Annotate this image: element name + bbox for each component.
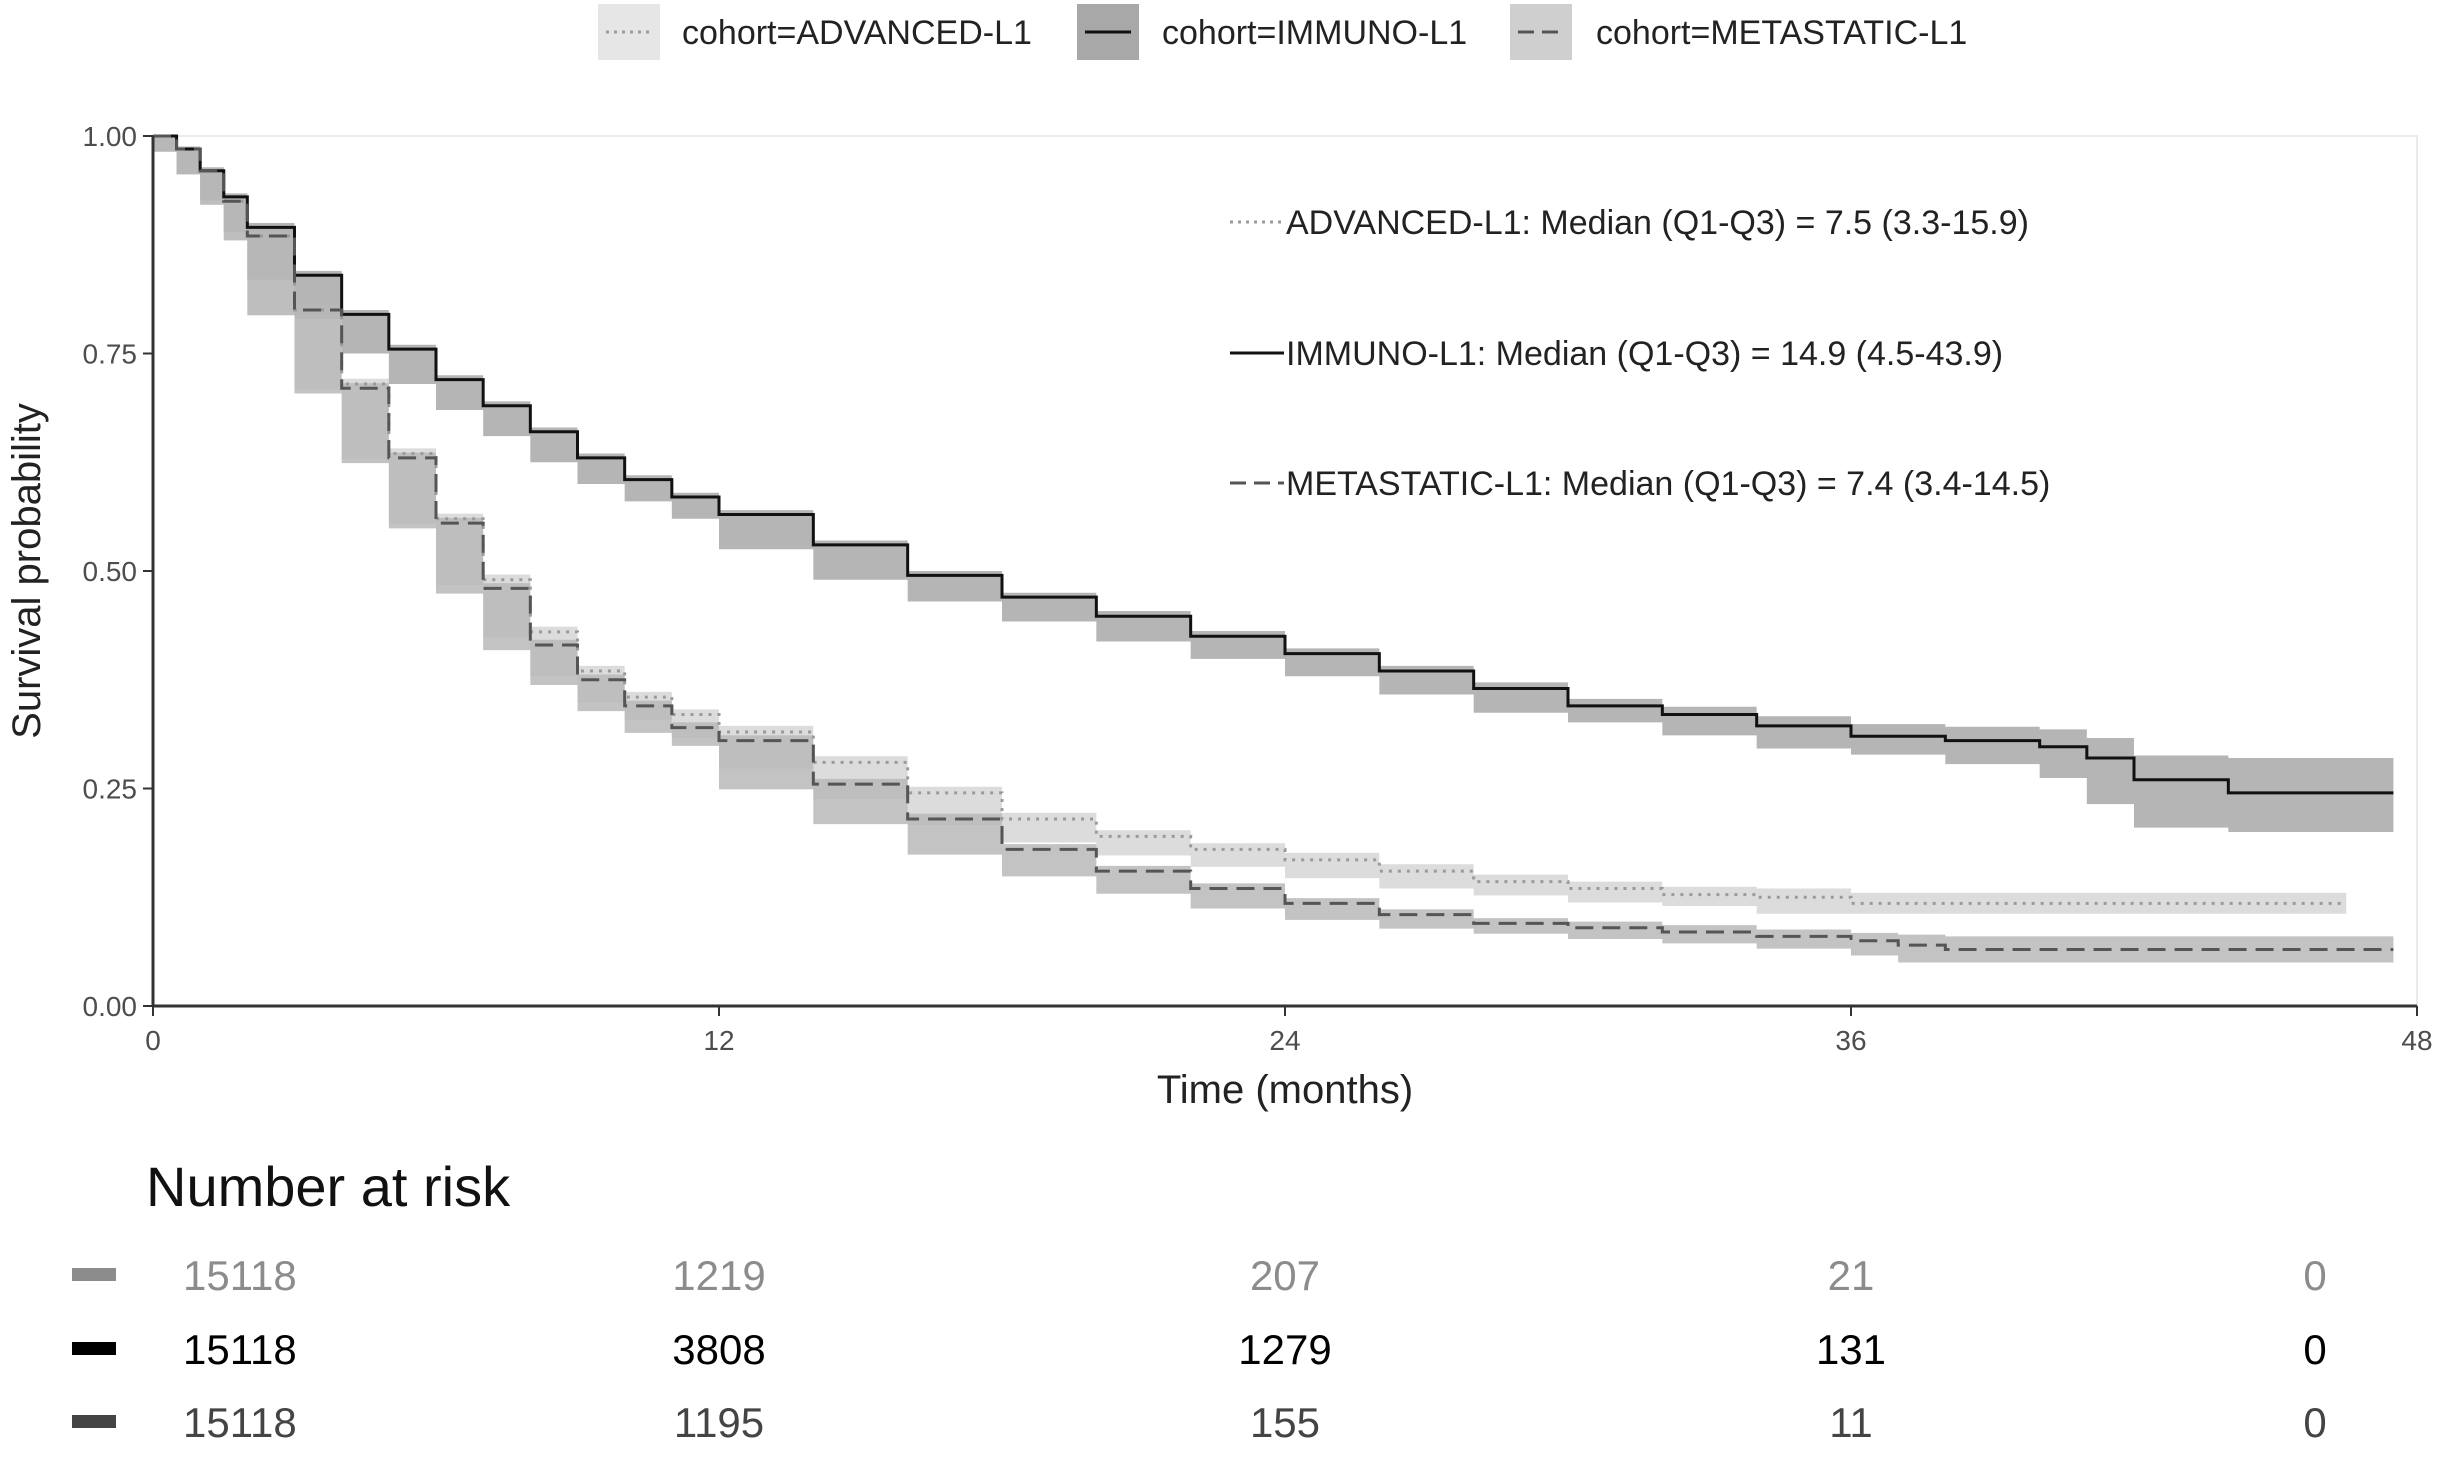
x-tick-label: 12 — [703, 1025, 734, 1056]
legend-label-immuno: cohort=IMMUNO-L1 — [1162, 14, 1467, 52]
risk-cell: 131 — [1816, 1326, 1886, 1373]
x-axis-ticks: 0 12 24 36 48 — [145, 1006, 2433, 1056]
x-tick-label: 0 — [145, 1025, 161, 1056]
risk-cell: 155 — [1250, 1399, 1320, 1446]
risk-cell: 3808 — [672, 1326, 765, 1373]
legend-label-advanced: cohort=ADVANCED-L1 — [682, 14, 1032, 52]
x-tick-label: 48 — [2401, 1025, 2432, 1056]
annotation-metastatic: METASTATIC-L1: Median (Q1-Q3) = 7.4 (3.4… — [1286, 465, 2050, 503]
risk-cell: 15118 — [183, 1326, 297, 1373]
confidence-bands — [153, 136, 2394, 963]
y-tick-label: 0.00 — [83, 991, 138, 1022]
x-tick-label: 36 — [1835, 1025, 1866, 1056]
x-tick-label: 24 — [1269, 1025, 1300, 1056]
annotation-advanced: ADVANCED-L1: Median (Q1-Q3) = 7.5 (3.3-1… — [1286, 204, 2029, 242]
y-tick-label: 0.25 — [83, 774, 138, 805]
risk-row-key-metastatic — [72, 1415, 116, 1428]
y-tick-label: 0.50 — [83, 556, 138, 587]
x-axis-title: Time (months) — [1157, 1068, 1413, 1112]
legend-label-metastatic: cohort=METASTATIC-L1 — [1596, 14, 1967, 52]
risk-cell: 0 — [2303, 1252, 2326, 1299]
risk-table: 15118 1219 207 21 0 15118 3808 1279 131 0 15118 119… — [72, 1252, 2327, 1446]
km-curve-immuno — [153, 134, 2394, 795]
y-axis-ticks: 0.00 0.25 0.50 0.75 1.00 — [83, 121, 153, 1022]
risk-cell: 1195 — [674, 1399, 764, 1446]
y-tick-label: 1.00 — [83, 121, 138, 152]
annotation-immuno: IMMUNO-L1: Median (Q1-Q3) = 14.9 (4.5-43… — [1286, 335, 2003, 373]
median-annotations: ADVANCED-L1: Median (Q1-Q3) = 7.5 (3.3-1… — [1230, 204, 2050, 503]
risk-cell: 15118 — [183, 1252, 297, 1299]
risk-row-key-immuno — [72, 1342, 116, 1355]
risk-cell: 207 — [1250, 1252, 1320, 1299]
risk-table-title: Number at risk — [146, 1155, 511, 1218]
risk-cell: 15118 — [183, 1399, 297, 1446]
ci-band-advanced — [153, 136, 2347, 914]
y-tick-label: 0.75 — [83, 339, 138, 370]
survival-curves — [153, 134, 2394, 951]
km-curve-metastatic — [153, 134, 2394, 951]
risk-cell: 21 — [1828, 1252, 1875, 1299]
y-axis-title: Survival probability — [5, 403, 49, 739]
risk-row-key-advanced — [72, 1268, 116, 1281]
ci-band-immuno — [153, 136, 2394, 832]
legend: cohort=ADVANCED-L1 cohort=IMMUNO-L1 coho… — [598, 4, 1967, 60]
risk-cell: 1279 — [1238, 1326, 1331, 1373]
risk-cell: 0 — [2303, 1326, 2326, 1373]
risk-cell: 11 — [1829, 1399, 1873, 1446]
risk-cell: 0 — [2303, 1399, 2326, 1446]
risk-cell: 1219 — [672, 1252, 765, 1299]
